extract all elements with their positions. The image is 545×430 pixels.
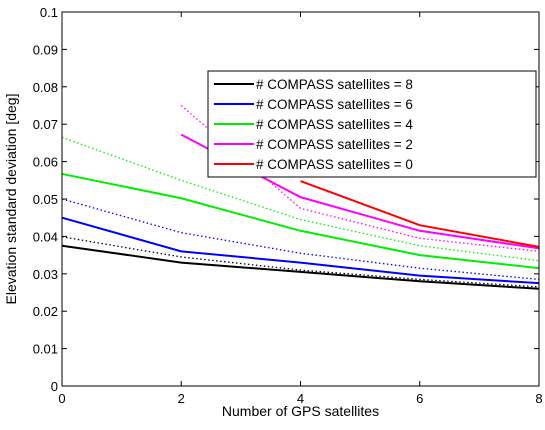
legend-entry-label: # COMPASS satellites = 2 (256, 137, 413, 152)
y-tick-label: 0.05 (33, 192, 58, 207)
x-tick-label: 6 (416, 391, 423, 406)
x-tick-label: 0 (58, 391, 65, 406)
y-tick-label: 0 (51, 379, 58, 394)
series-4-dotted-line (61, 136, 540, 262)
series-6-solid-line (61, 216, 540, 285)
legend-entry-label: # COMPASS satellites = 6 (256, 97, 413, 112)
y-tick-label: 0.02 (33, 304, 58, 319)
x-tick-label: 4 (297, 391, 304, 406)
legend-entry-label: # COMPASS satellites = 0 (256, 157, 413, 172)
x-tick-label: 2 (178, 391, 185, 406)
legend-box (207, 70, 537, 178)
series-6-dotted-line (61, 198, 540, 281)
y-tick-label: 0.04 (33, 229, 58, 244)
y-tick-label: 0.09 (33, 42, 58, 57)
series-2-dotted-line (180, 105, 540, 253)
series-0-solid-line (300, 180, 540, 248)
y-tick-label: 0.1 (40, 5, 58, 20)
y-tick-label: 0.03 (33, 267, 58, 282)
legend-entry-label: # COMPASS satellites = 4 (256, 117, 413, 132)
plot-lines (61, 105, 540, 290)
y-axis-label: Elevation standard deviation [deg] (3, 94, 19, 305)
legend-entry-label: # COMPASS satellites = 8 (256, 77, 413, 92)
x-axis-label: Number of GPS satellites (222, 403, 379, 419)
y-tick-label: 0.07 (33, 117, 58, 132)
series-4-solid-line (61, 172, 540, 270)
series-8-solid-line (61, 244, 540, 290)
series-8-dotted-line (61, 236, 540, 288)
axis-ticks: 0 2 4 6 8 0 0.01 0.02 0.03 0.04 0.05 0.06 0.07 0.08 0.… (33, 5, 543, 406)
y-tick-label: 0.01 (33, 342, 58, 357)
x-tick-label: 8 (535, 391, 542, 406)
legend: # COMPASS satellites = 8 # COMPASS satell… (207, 70, 537, 178)
y-tick-label: 0.06 (33, 155, 58, 170)
y-tick-label: 0.08 (33, 80, 58, 95)
